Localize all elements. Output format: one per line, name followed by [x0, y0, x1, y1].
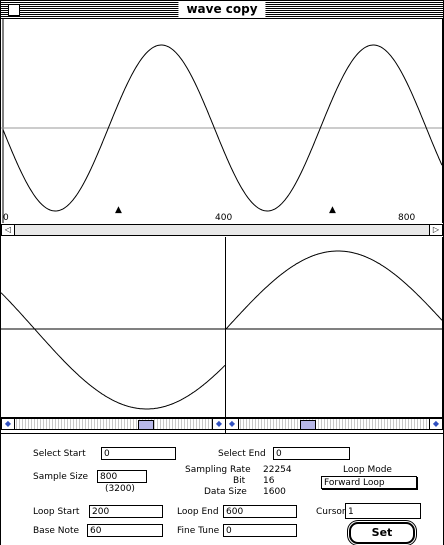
close-box-icon[interactable]: [8, 4, 20, 16]
set-button[interactable]: Set: [349, 522, 415, 544]
bit-value: 16: [263, 476, 275, 486]
base-note-label: Base Note: [33, 526, 80, 536]
loop-start-marker[interactable]: ▲: [115, 205, 122, 215]
select-end-label: Select End: [218, 449, 266, 459]
loop-end-label: Loop End: [177, 507, 219, 517]
right-arrow-icon[interactable]: ◆: [429, 419, 442, 429]
sample-size-label: Sample Size: [33, 472, 89, 482]
overview-waveform: [1, 19, 442, 223]
axis-label-0: 0: [3, 213, 9, 223]
sample-size-bytes: (3200): [105, 484, 135, 494]
select-start-label: Select Start: [33, 449, 86, 459]
zoom-divider: [225, 237, 226, 433]
sample-size-field[interactable]: 800: [97, 470, 147, 483]
sampling-rate-label: Sampling Rate: [185, 465, 251, 475]
cursor-field[interactable]: 1: [345, 503, 421, 519]
axis-label-400: 400: [215, 213, 233, 223]
loop-mode-label: Loop Mode: [343, 465, 392, 475]
loop-end-zoom-waveform: [226, 250, 442, 330]
waveform-trace: [1, 292, 225, 410]
loop-end-scrollbar[interactable]: ◆ ◆: [225, 418, 443, 430]
cursor-label: Cursor: [316, 507, 346, 517]
sampling-rate-value: 22254: [263, 465, 292, 475]
bit-label: Bit: [233, 476, 246, 486]
data-size-label: Data Size: [204, 487, 247, 497]
loop-end-marker[interactable]: ▲: [329, 205, 336, 215]
overview-scrollbar[interactable]: ◁ ▷: [1, 224, 443, 236]
loop-start-scrollbar[interactable]: ◆ ◆: [1, 418, 226, 430]
select-start-field[interactable]: 0: [101, 447, 176, 460]
fine-tune-field[interactable]: 0: [223, 524, 297, 537]
loop-mode-popup[interactable]: Forward Loop: [321, 476, 417, 489]
scroll-thumb[interactable]: [138, 420, 154, 430]
overview-waveform-panel[interactable]: ▲ ▲ 0 400 800: [1, 19, 443, 223]
fine-tune-label: Fine Tune: [177, 526, 220, 536]
loop-start-zoom-panel[interactable]: [1, 237, 226, 418]
loop-start-field[interactable]: 200: [89, 505, 163, 518]
left-arrow-icon[interactable]: ◁: [2, 225, 15, 235]
right-arrow-icon[interactable]: ▷: [429, 225, 442, 235]
loop-start-label: Loop Start: [33, 507, 80, 517]
left-arrow-icon[interactable]: ◆: [226, 419, 239, 429]
scroll-thumb[interactable]: [300, 420, 316, 430]
window-title: wave copy: [178, 2, 266, 17]
loop-end-zoom-panel[interactable]: [226, 237, 443, 418]
waveform-trace: [226, 250, 442, 330]
title-bar[interactable]: wave copy: [1, 1, 443, 19]
select-end-field[interactable]: 0: [273, 447, 350, 460]
waveform-trace: [2, 44, 442, 212]
right-arrow-icon[interactable]: ◆: [212, 419, 225, 429]
axis-label-800: 800: [398, 213, 416, 223]
loop-start-zoom-waveform: [1, 292, 225, 410]
loop-end-field[interactable]: 600: [223, 505, 297, 518]
sample-info-panel: Select Start 0 Select End 0 Sample Size …: [1, 433, 443, 545]
base-note-field[interactable]: 60: [87, 524, 163, 537]
left-arrow-icon[interactable]: ◆: [2, 419, 15, 429]
data-size-value: 1600: [263, 487, 286, 497]
